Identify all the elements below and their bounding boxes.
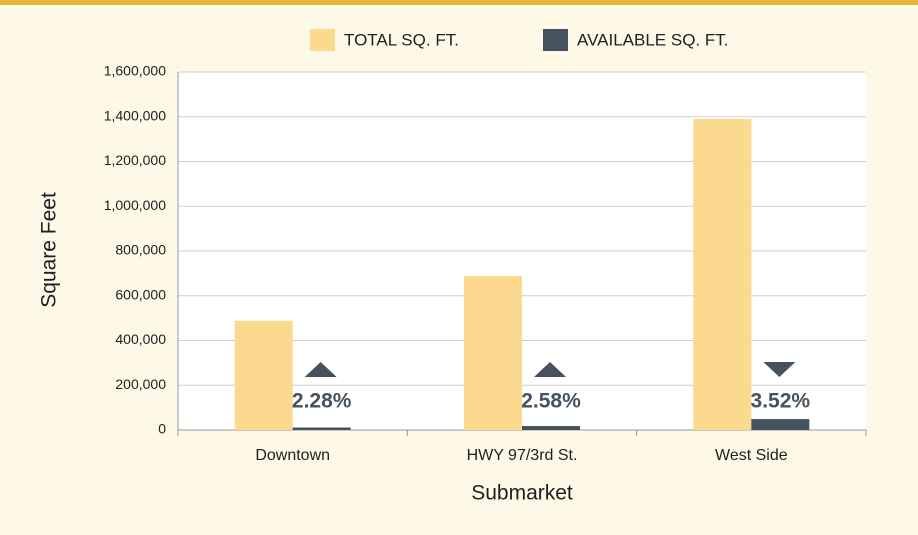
x-tick-label: West Side — [715, 447, 788, 464]
y-tick-label: 600,000 — [115, 286, 166, 302]
x-axis-title: Submarket — [471, 482, 573, 505]
y-tick-label: 200,000 — [115, 376, 166, 392]
trend-arrow — [534, 362, 566, 377]
bar — [292, 427, 351, 430]
annotation: 2.28% — [292, 390, 352, 413]
bar — [751, 419, 810, 430]
top-border — [0, 0, 918, 5]
legend-swatch — [543, 29, 568, 51]
y-tick-label: 400,000 — [115, 331, 166, 347]
x-tick-label: Downtown — [255, 447, 330, 464]
trend-arrow — [304, 362, 337, 377]
bar — [693, 118, 752, 431]
annotation: 3.52% — [751, 390, 811, 413]
legend-swatch — [310, 29, 335, 51]
y-tick-label: 1,000,000 — [104, 197, 166, 213]
y-tick-label: 1,400,000 — [104, 107, 166, 123]
y-tick-label: 1,200,000 — [104, 152, 166, 168]
bar — [464, 276, 522, 430]
legend-label: TOTAL SQ. FT. — [344, 30, 459, 49]
y-tick-label: 800,000 — [115, 242, 166, 258]
x-tick-label: HWY 97/3rd St. — [467, 447, 578, 464]
legend-label: AVAILABLE SQ. FT. — [577, 30, 728, 49]
bar — [234, 320, 293, 430]
trend-arrow — [763, 362, 796, 377]
y-tick-label: 0 — [158, 421, 166, 437]
y-tick-label: 1,600,000 — [104, 63, 166, 79]
annotation: 2.58% — [521, 390, 581, 413]
y-axis-title: Square Feet — [38, 192, 61, 308]
bar — [522, 426, 580, 430]
